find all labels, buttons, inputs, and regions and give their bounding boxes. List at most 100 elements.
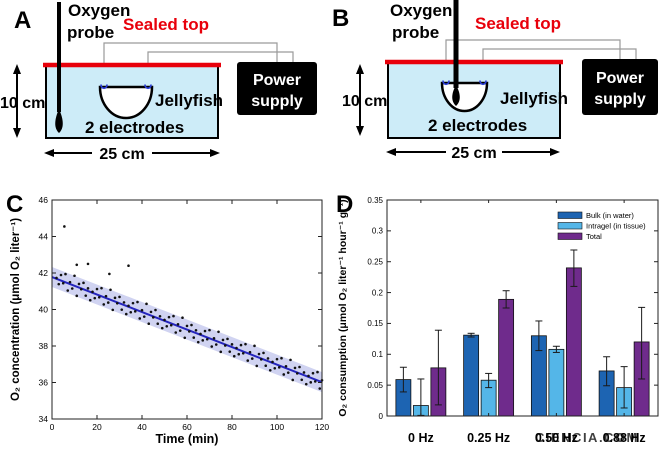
scatter-plot: 0 20 40 60 80 100 120 34 36 38 40 42 44 46 Time (min) O… [10,195,329,446]
jellyfish-body [98,85,154,120]
legend-label-2: Total [586,232,602,241]
oxygen-probe-label: Oxygen [68,1,130,20]
error-bar [467,332,475,338]
svg-text:0.35: 0.35 [367,196,383,205]
legend-swatch-2 [557,232,583,240]
category-label-1: 0.25 Hz [467,431,510,445]
scatter-points [55,225,324,390]
panel-d-bar-chart: D 00.050.10.150.20.250.30.350 Hz 0.25 Hz 0… [336,191,659,445]
svg-text:0.05: 0.05 [367,381,383,390]
arrowhead-left [386,148,396,156]
bar-intragel-0.50Hz [548,348,565,417]
oxygen-probe-tip [55,109,63,133]
oxygen-probe-label: probe [67,23,114,42]
width-label: 25 cm [99,146,144,163]
svg-text:120: 120 [315,422,329,432]
bar-group-3 [598,306,650,417]
panel-b-letter: B [332,5,349,32]
power-supply-box [237,62,317,115]
oxygen-probe-label: Oxygen [390,1,452,20]
tick-labels: 0 0.05 0.1 0.15 0.2 0.25 0.3 0.35 [367,196,383,421]
error-bar [399,366,407,393]
panel-c-letter: C [6,191,23,218]
svg-text:34: 34 [39,414,49,424]
error-bar [502,290,510,309]
plot-frame [51,199,323,420]
axis-ticks [387,199,658,417]
watermark-text: CIENCIA.COM [535,430,639,445]
svg-text:0.3: 0.3 [372,227,384,236]
error-bar [434,329,442,406]
arrowhead-right [210,149,220,157]
legend-swatch-1 [557,222,583,230]
electrodes-label: 2 electrodes [428,116,527,135]
bar-total-0.25Hz [498,298,515,417]
width-label: 25 cm [451,145,496,162]
x-axis-label: Time (min) [156,432,219,446]
panel-b-diagram: Power supply B Oxygen probe Sealed top 1… [332,0,658,162]
sealed-top-label: Sealed top [123,15,209,34]
electrodes-label: 2 electrodes [85,118,184,137]
error-bar [570,249,578,287]
arrowhead-left [44,149,54,157]
jellyfish-body [440,81,489,113]
error-bar [603,356,611,387]
sealed-top-label: Sealed top [475,14,561,33]
electrode-left [100,84,108,90]
arrowhead-up [356,64,364,74]
arrowhead-down [356,126,364,136]
tick-labels: 0 20 40 60 80 100 120 34 36 38 40 42 44 46 [39,195,330,432]
oxygen-probe-tip [452,85,460,106]
error-bar [535,320,543,352]
panel-d-letter: D [336,191,353,218]
category-label-3: 0.88 Hz [603,431,646,445]
panel-a-letter: A [14,7,31,34]
svg-text:36: 36 [39,378,49,388]
electrode-left [442,80,450,86]
power-supply-label: supply [594,91,646,108]
error-bar [485,372,493,389]
power-supply-box [582,59,658,115]
error-bar [638,306,646,380]
arrowhead-down [13,128,21,138]
height-label: 10 cm [0,95,45,112]
legend-swatch-0 [557,211,583,219]
bar-group-2 [530,249,582,417]
power-supply-label: Power [253,72,301,89]
y-axis-label: O₂ concentration (μmol O₂ liter⁻¹) [10,218,22,401]
category-label-0: 0 Hz [408,431,434,445]
bar-total-0.50Hz [565,267,582,417]
legend-label-1: Intragel (in tissue) [586,221,646,230]
svg-text:100: 100 [270,422,284,432]
svg-text:0.15: 0.15 [367,319,383,328]
svg-text:44: 44 [39,232,49,242]
legend: Bulk (in water)Intragel (in tissue) Total [557,211,646,241]
jellyfish-label: Jellyfish [155,91,223,110]
plot-frame [386,199,659,417]
svg-text:40: 40 [39,305,49,315]
svg-text:40: 40 [137,422,147,432]
category-label-2: 0.50 Hz [535,431,578,445]
oxygen-probe-label: probe [392,23,439,42]
svg-text:38: 38 [39,341,49,351]
svg-text:60: 60 [182,422,192,432]
svg-text:0: 0 [379,412,384,421]
svg-text:0.25: 0.25 [367,258,383,267]
svg-text:0: 0 [50,422,55,432]
electrode-right [144,84,152,90]
axis-ticks [51,199,323,420]
bar-group-1 [463,290,515,417]
jellyfish-label: Jellyfish [500,89,568,108]
power-supply-label: supply [251,93,303,110]
fit-line [51,276,323,384]
svg-text:20: 20 [92,422,102,432]
svg-text:46: 46 [39,195,49,205]
svg-text:80: 80 [227,422,237,432]
height-label: 10 cm [342,93,387,110]
error-bar [620,366,628,409]
bar-group-0 [395,329,447,417]
panel-c-scatter-chart: C 0 20 40 60 80 100 120 34 36 38 40 42 44 46 Time (min… [6,191,329,446]
error-bar [552,345,560,353]
bar-bulk-0.25Hz [463,334,480,417]
